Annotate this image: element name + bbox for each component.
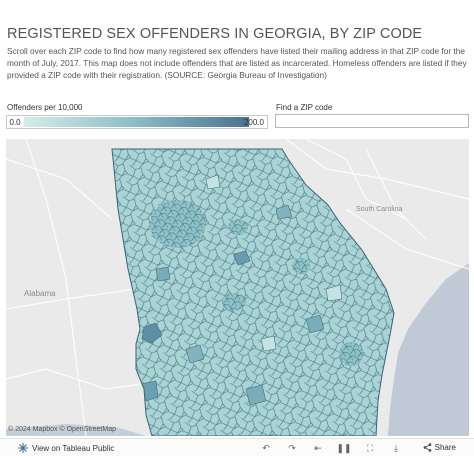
fullscreen-icon[interactable]: ⛶: [366, 442, 374, 453]
legend-gradient: [24, 117, 249, 127]
redo-icon[interactable]: ↷: [288, 442, 296, 453]
page-description: Scroll over each ZIP code to find how ma…: [7, 46, 467, 80]
find-zip-input[interactable]: [275, 114, 469, 128]
legend-min-label: 0.0: [9, 117, 21, 127]
share-button[interactable]: Share: [423, 443, 456, 452]
tableau-toolbar: View on Tableau Public ↶ ↷ ⇤ ❚❚ ⛶ ⤓ Shar…: [0, 438, 474, 456]
state-label-south-carolina: South Carolina: [356, 206, 402, 213]
page-title: REGISTERED SEX OFFENDERS IN GEORGIA, BY …: [7, 26, 423, 42]
pause-icon[interactable]: ❚❚: [336, 442, 352, 453]
legend-title: Offenders per 10,000: [7, 103, 83, 112]
share-icon: [423, 443, 432, 452]
map-attribution[interactable]: © 2024 Mapbox © OpenStreetMap: [8, 426, 116, 433]
view-on-tableau-link[interactable]: View on Tableau Public: [18, 443, 114, 453]
find-zip-label: Find a ZIP code: [276, 103, 333, 112]
view-on-tableau-label: View on Tableau Public: [32, 443, 115, 453]
download-icon[interactable]: ⤓: [394, 442, 398, 453]
map-svg[interactable]: Alabama South Carolina: [6, 139, 469, 436]
revert-icon[interactable]: ⇤: [314, 442, 322, 453]
legend-max-label: 200.0: [243, 117, 264, 127]
tableau-logo-icon: [18, 443, 28, 453]
color-legend: 0.0 200.0: [6, 115, 268, 129]
georgia-zip-map[interactable]: Alabama South Carolina: [6, 139, 469, 436]
gulf-area: [6, 424, 146, 436]
share-label: Share: [434, 443, 456, 452]
state-label-alabama: Alabama: [24, 289, 56, 298]
ocean-area: [388, 263, 469, 436]
undo-icon[interactable]: ↶: [262, 442, 270, 453]
road-network: [6, 139, 469, 436]
georgia-outline: [111, 148, 395, 436]
